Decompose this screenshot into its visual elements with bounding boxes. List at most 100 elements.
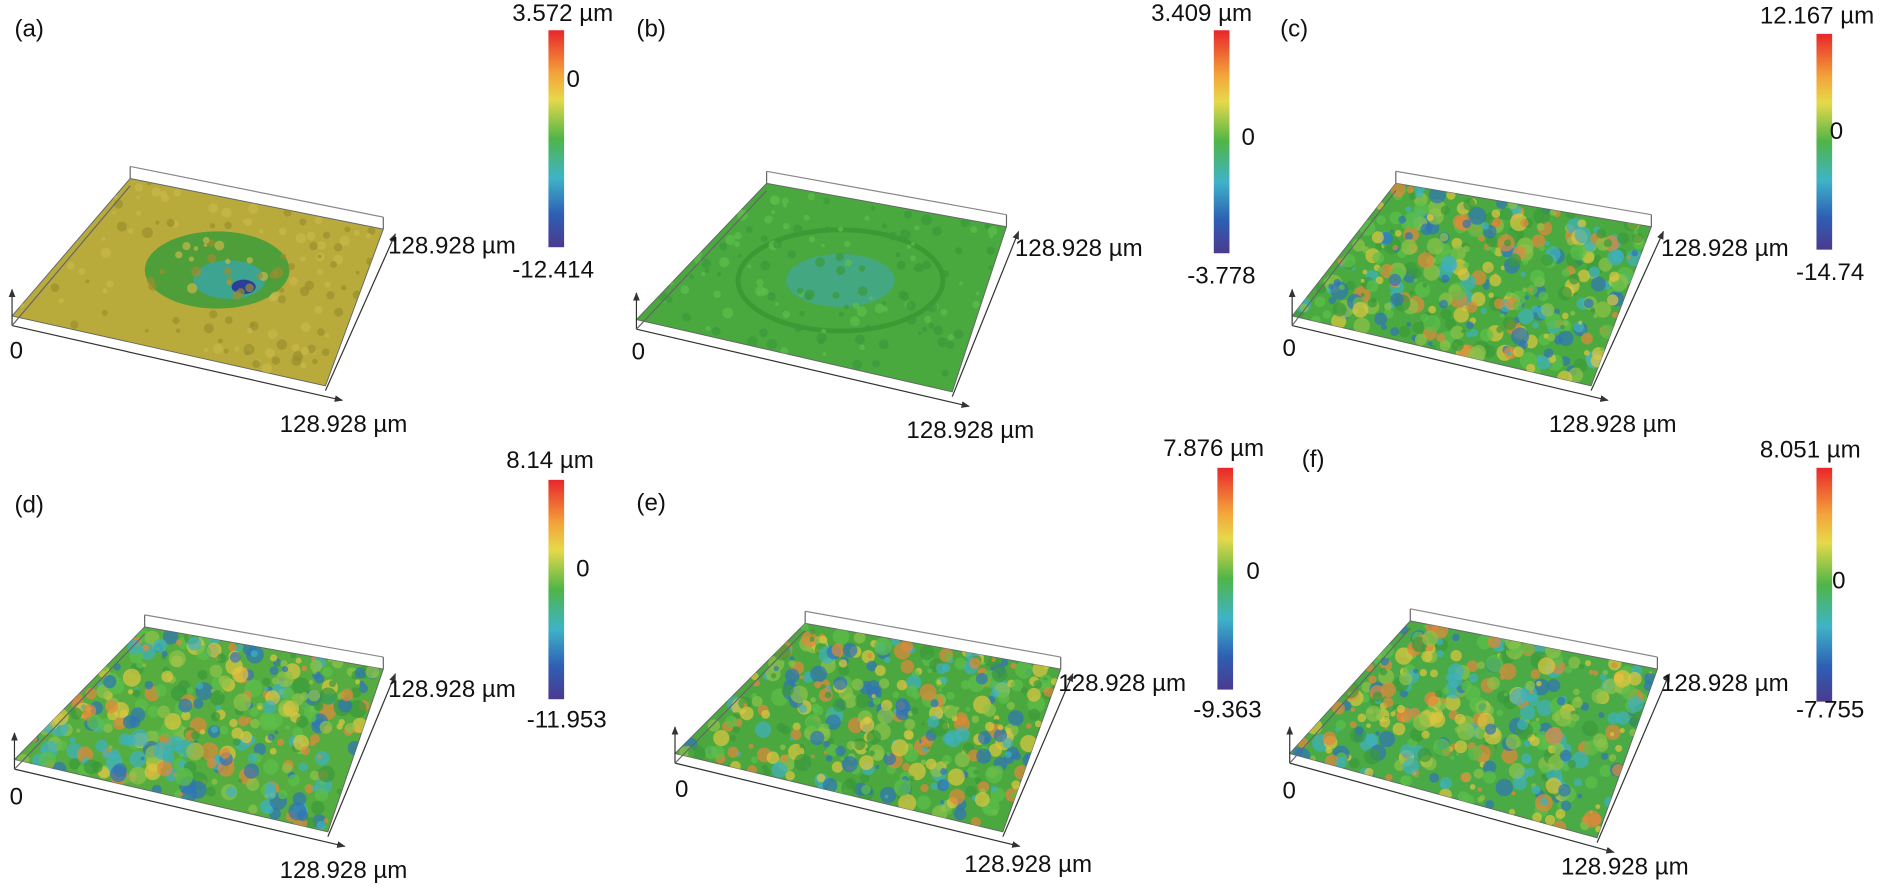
texture-spot — [319, 720, 333, 734]
texture-spot — [1357, 713, 1367, 723]
box-edge — [635, 190, 768, 330]
texture-spot — [271, 356, 281, 365]
surface-texture — [658, 193, 998, 377]
texture-spot — [221, 207, 232, 218]
texture-spot — [235, 644, 243, 652]
texture-spot — [154, 684, 167, 697]
texture-spot — [270, 654, 278, 662]
texture-spot — [859, 773, 870, 783]
texture-spot — [1467, 347, 1485, 365]
texture-spot — [1512, 300, 1523, 311]
texture-spot — [1436, 333, 1446, 343]
x-axis-label: 128.928 µm — [1549, 411, 1677, 438]
texture-spot — [1015, 660, 1033, 679]
texture-spot — [181, 711, 191, 721]
texture-spot — [331, 657, 344, 669]
texture-spot — [187, 636, 202, 651]
texture-spot — [882, 301, 887, 306]
texture-spot — [884, 794, 889, 799]
texture-spot — [217, 338, 223, 344]
texture-spot — [1522, 258, 1529, 265]
texture-spot — [175, 328, 181, 334]
texture-spot — [122, 668, 141, 687]
x-axis — [11, 324, 344, 402]
texture-spot — [864, 324, 872, 332]
texture-spot — [1353, 317, 1371, 335]
texture-spot — [101, 236, 106, 241]
texture-spot — [748, 743, 754, 749]
texture-spot — [182, 242, 191, 251]
texture-spot — [911, 242, 915, 246]
texture-spot — [350, 687, 362, 698]
colorbar — [548, 30, 565, 248]
texture-spot — [1607, 294, 1619, 306]
texture-spot — [925, 758, 937, 770]
texture-spot — [940, 308, 948, 316]
origin-label: 0 — [1283, 335, 1296, 362]
texture-spot — [1525, 680, 1536, 691]
texture-spot — [144, 680, 154, 690]
texture-spot — [946, 691, 955, 701]
texture-spot — [774, 302, 779, 306]
colorbar-max: 3.572 µm — [512, 0, 613, 27]
texture-spot — [1454, 740, 1468, 754]
texture-spot — [725, 715, 738, 728]
texture-spot — [310, 733, 320, 744]
texture-spot — [1422, 630, 1439, 647]
texture-spot — [1611, 311, 1619, 319]
colorbar-max: 3.409 µm — [1151, 0, 1252, 27]
texture-spot — [232, 738, 241, 746]
texture-spot — [954, 657, 967, 670]
texture-spot — [330, 261, 338, 268]
texture-spot — [1364, 748, 1381, 765]
texture-spot — [1000, 658, 1009, 667]
texture-spot — [1372, 691, 1383, 702]
texture-spot — [810, 703, 821, 713]
texture-spot — [1050, 678, 1058, 686]
texture-spot — [1328, 296, 1337, 305]
texture-spot — [701, 258, 711, 269]
texture-spot — [1412, 321, 1425, 335]
texture-spot — [1392, 722, 1406, 736]
texture-spot — [247, 753, 258, 763]
texture-spot — [106, 280, 114, 288]
texture-spot — [318, 765, 335, 783]
texture-spot — [781, 197, 789, 205]
x-axis — [674, 762, 1021, 848]
texture-spot — [969, 657, 981, 669]
texture-spot — [311, 785, 318, 792]
texture-spot — [1400, 775, 1410, 786]
texture-spot — [1538, 291, 1549, 302]
texture-spot — [277, 295, 287, 304]
texture-spot — [1341, 253, 1356, 268]
texture-spot — [838, 664, 850, 676]
texture-spot — [1568, 656, 1581, 669]
y-axis-label: 128.928 µm — [1015, 235, 1143, 262]
texture-spot — [321, 348, 330, 357]
texture-spot — [883, 752, 896, 766]
texture-spot — [300, 256, 306, 262]
texture-spot — [1424, 691, 1439, 707]
texture-spot — [228, 642, 237, 652]
texture-spot — [267, 329, 278, 340]
texture-spot — [843, 304, 849, 310]
texture-spot — [1503, 692, 1508, 697]
texture-spot — [1033, 679, 1043, 689]
texture-spot — [711, 326, 721, 336]
texture-spot — [831, 643, 845, 657]
texture-spot — [329, 680, 337, 688]
texture-spot — [1011, 791, 1020, 800]
texture-spot — [1466, 660, 1479, 672]
texture-spot — [253, 742, 267, 756]
origin-label: 0 — [1283, 777, 1296, 804]
texture-spot — [277, 738, 285, 746]
texture-spot — [965, 785, 977, 798]
origin-label: 0 — [10, 783, 23, 810]
texture-spot — [747, 264, 752, 269]
texture-spot — [891, 739, 909, 757]
texture-spot — [1535, 354, 1543, 362]
texture-spot — [1611, 279, 1625, 293]
texture-spot — [1557, 370, 1573, 386]
panel-label: (c) — [1280, 16, 1308, 43]
texture-spot — [1477, 661, 1485, 670]
